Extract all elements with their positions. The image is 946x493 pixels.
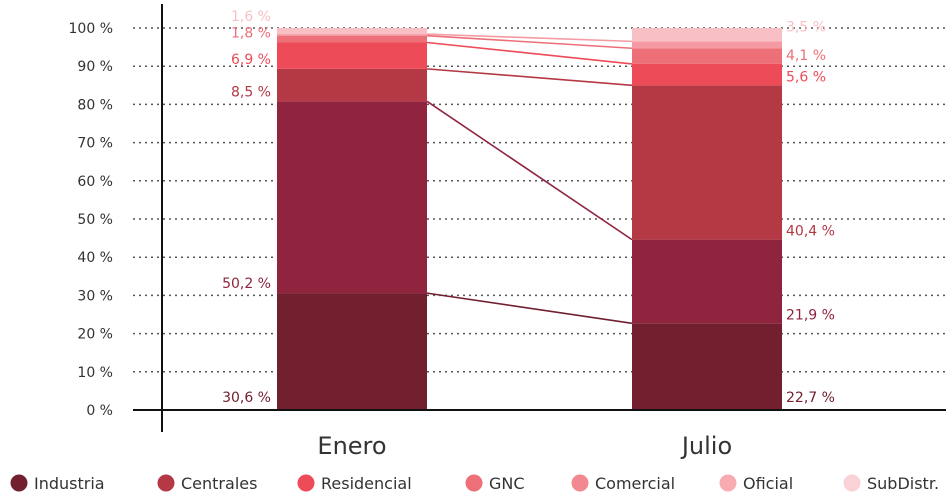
y-tick-label: 10 % bbox=[77, 365, 113, 381]
y-tick-label: 90 % bbox=[77, 59, 113, 75]
data-label: 5,6 % bbox=[786, 69, 826, 85]
legend-label: GNC bbox=[489, 474, 525, 493]
bar-comercial-enero bbox=[277, 35, 427, 43]
connector-lines bbox=[426, 33, 633, 325]
legend-label: Comercial bbox=[595, 474, 675, 493]
legend-swatch bbox=[571, 474, 589, 492]
bar-gnc-julio bbox=[632, 63, 782, 86]
y-tick-label: 40 % bbox=[77, 250, 113, 266]
connector-line bbox=[426, 34, 633, 50]
bar-centrales-julio bbox=[632, 239, 782, 324]
data-label: 22,7 % bbox=[786, 390, 835, 406]
y-tick-label: 50 % bbox=[77, 212, 113, 228]
legend-swatch bbox=[297, 474, 315, 492]
data-label: 30,6 % bbox=[222, 390, 271, 406]
legend-label: Industria bbox=[34, 474, 105, 493]
bar-oficial-julio bbox=[632, 41, 782, 49]
connector-line bbox=[426, 292, 633, 325]
connector-line bbox=[426, 41, 633, 65]
connector-line bbox=[426, 33, 633, 43]
legend-swatch bbox=[465, 474, 483, 492]
y-tick-label: 30 % bbox=[77, 288, 113, 304]
x-category-label: Julio bbox=[680, 432, 732, 460]
bar-subdistr-julio bbox=[632, 28, 782, 42]
data-label: 3,5 % bbox=[786, 19, 826, 35]
connector-line bbox=[426, 100, 633, 241]
legend-swatch bbox=[843, 474, 861, 492]
data-label: 40,4 % bbox=[786, 224, 835, 240]
bar-subdistr-enero bbox=[277, 28, 427, 35]
bar-gnc-enero bbox=[277, 42, 427, 69]
bar-comercial-julio bbox=[632, 48, 782, 64]
data-label: 4,1 % bbox=[786, 48, 826, 64]
bar-residencial-enero bbox=[277, 68, 427, 102]
x-category-label: Enero bbox=[317, 432, 386, 460]
bars bbox=[277, 28, 782, 410]
bar-industria-julio bbox=[632, 323, 782, 410]
data-label: 21,9 % bbox=[786, 307, 835, 323]
connector-line bbox=[426, 68, 633, 87]
y-tick-label: 20 % bbox=[77, 327, 113, 343]
legend-label: Centrales bbox=[181, 474, 257, 493]
legend-label: Oficial bbox=[743, 474, 793, 493]
legend-swatch bbox=[719, 474, 737, 492]
data-label: 6,9 % bbox=[231, 52, 271, 68]
y-tick-label: 70 % bbox=[77, 136, 113, 152]
y-tick-label: 100 % bbox=[69, 21, 113, 37]
data-label: 1,6 % bbox=[231, 9, 271, 25]
axes: 0 % 10 % 20 % 30 % 40 % 50 % 60 % 70 % 80 % 90 % 1… bbox=[69, 4, 946, 460]
y-tick-label: 80 % bbox=[77, 97, 113, 113]
data-label: 50,2 % bbox=[222, 276, 271, 292]
legend-label: Residencial bbox=[321, 474, 412, 493]
bar-industria-enero bbox=[277, 293, 427, 410]
legend-swatch bbox=[10, 474, 28, 492]
bar-centrales-enero bbox=[277, 101, 427, 294]
data-label: 8,5 % bbox=[231, 84, 271, 100]
bar-oficial-enero bbox=[277, 34, 427, 36]
data-label: 1,8 % bbox=[231, 26, 271, 42]
legend: Industria Centrales Residencial GNC Comercia… bbox=[10, 474, 939, 493]
bar-residencial-julio bbox=[632, 85, 782, 240]
data-labels: 30,6 % 22,7 % 50,2 % 21,9 % 8,5 % 40,4 % 6,9 %… bbox=[222, 9, 835, 406]
y-tick-label: 0 % bbox=[86, 403, 113, 419]
legend-label: SubDistr. bbox=[867, 474, 939, 493]
legend-swatch bbox=[157, 474, 175, 492]
y-tick-label: 60 % bbox=[77, 174, 113, 190]
